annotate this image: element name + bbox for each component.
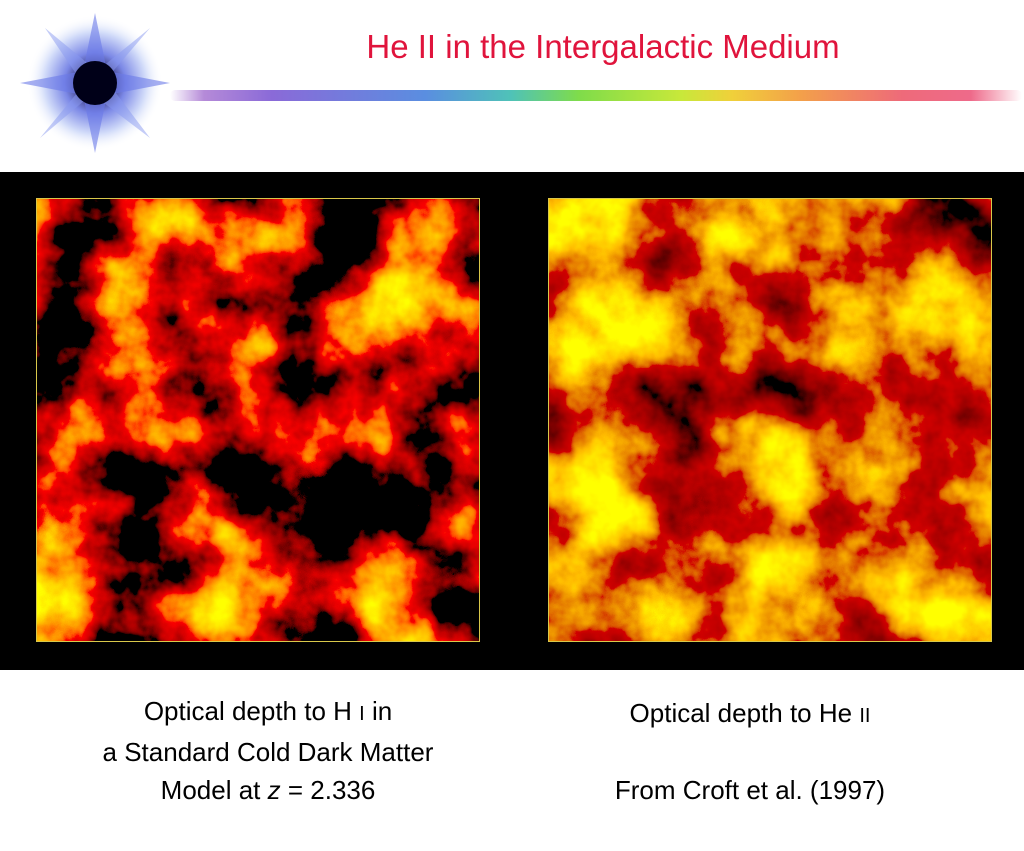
title: He II in the Intergalactic Medium	[366, 28, 840, 65]
caption-text: Optical depth to He	[629, 698, 860, 728]
heii-map-texture	[548, 198, 992, 642]
star-icon	[20, 13, 170, 153]
caption-left: Optical depth to H I in a Standard Cold …	[40, 692, 496, 809]
hi-map-texture	[36, 198, 480, 642]
rainbow-bar	[170, 90, 1022, 101]
caption-right: Optical depth to He II From Croft et al.…	[530, 694, 970, 809]
caption-text: = 2.336	[280, 775, 376, 805]
caption-text: Model at	[160, 775, 268, 805]
caption-line: Optical depth to H I in	[40, 692, 496, 733]
heii-map-border	[548, 198, 992, 642]
caption-text: I	[359, 703, 365, 725]
caption-text: z	[267, 775, 281, 805]
caption-line: a Standard Cold Dark Matter	[40, 733, 496, 771]
caption-line: From Croft et al. (1997)	[530, 771, 970, 809]
caption-line: Model at z = 2.336	[40, 771, 496, 809]
caption-text: From Croft et al. (1997)	[614, 775, 886, 805]
caption-text: a Standard Cold Dark Matter	[102, 737, 434, 767]
caption-text: in	[364, 696, 393, 726]
caption-line: Optical depth to He II	[530, 694, 970, 735]
caption-text: II	[859, 705, 871, 727]
hi-map-border	[36, 198, 480, 642]
caption-text: Optical depth to H	[143, 696, 360, 726]
